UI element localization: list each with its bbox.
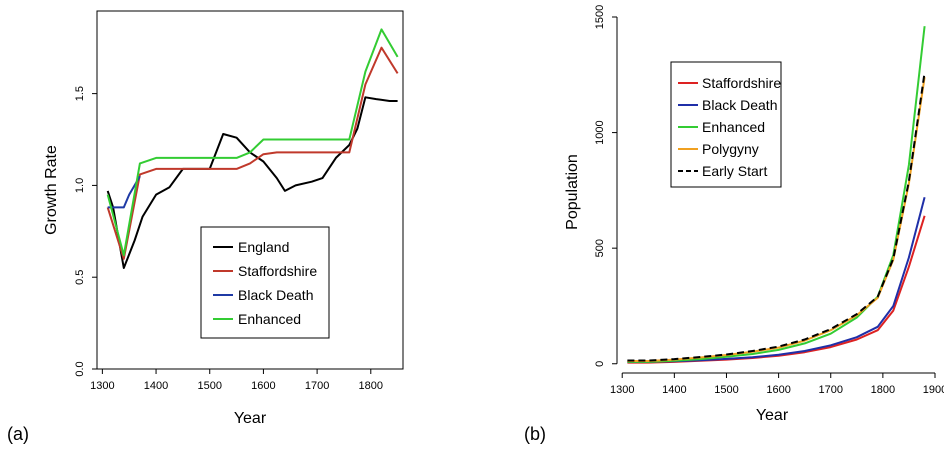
panel-a-legend-label-black-death: Black Death (238, 287, 313, 303)
panel-a-x-tick-label: 1700 (305, 380, 329, 392)
panel-b-series-line-early-start (627, 72, 926, 362)
panel-b-x-tick-label: 1700 (818, 384, 842, 396)
panel-a-legend-label-staffordshire: Staffordshire (238, 263, 317, 279)
panel-b-y-tick-label: 0 (594, 361, 606, 367)
panel-a-series-line-black-death (107, 175, 141, 209)
panel-b-x-axis-label: Year (756, 407, 789, 424)
panel-b-y-tick-label: 1500 (594, 5, 606, 29)
panel-b-y-tick-label: 500 (594, 239, 606, 257)
panel-a-x-tick-label: 1400 (144, 380, 168, 392)
panel-a-legend-label-enhanced: Enhanced (238, 311, 301, 327)
panel-a-x-axis-label: Year (234, 410, 267, 427)
panel-b-x-tick-label: 1600 (766, 384, 790, 396)
panel-a-y-tick-label: 1.5 (74, 86, 86, 101)
panel-a-series-group (106, 28, 399, 269)
panel-a-chart: 1300 1400 1500 1600 1700 1800 0.0 0.5 1.0 1.5 Yea… (7, 10, 404, 444)
panel-b-y-tick-label: 1000 (594, 120, 606, 144)
panel-b-x-tick-label: 1400 (662, 384, 686, 396)
panel-a-plot-frame (96, 10, 404, 370)
panel-b-legend-label-enhanced: Enhanced (702, 119, 765, 135)
panel-b-x-tick-label: 1500 (714, 384, 738, 396)
panel-a-y-tick-label: 0.5 (74, 270, 86, 285)
panel-a-series-line-enhanced (106, 28, 399, 257)
panel-a-label: (a) (7, 424, 29, 444)
panel-b-series-line-black-death (627, 197, 926, 363)
panel-a-y-axis-label: Growth Rate (43, 145, 60, 235)
panel-b-legend-label-early-start: Early Start (702, 163, 767, 179)
panel-b-legend-label-staffordshire: Staffordshire (702, 75, 781, 91)
panel-b-legend-label-polygyny: Polygyny (702, 141, 759, 157)
panel-a-y-tick-label: 0.0 (74, 361, 86, 376)
panel-b-label: (b) (524, 424, 546, 444)
panel-b-x-tick-label: 1300 (610, 384, 634, 396)
panel-b-legend-label-black-death: Black Death (702, 97, 777, 113)
panel-a-x-tick-label: 1300 (90, 380, 114, 392)
panel-b-y-axis-label: Population (564, 154, 581, 230)
panel-a-axes: 1300 1400 1500 1600 1700 1800 0.0 0.5 1.0 1.5 (74, 86, 383, 392)
panel-b-series-line-enhanced (627, 26, 926, 363)
panel-b-series-group (627, 26, 926, 364)
panel-a-x-tick-label: 1600 (251, 380, 275, 392)
panel-a-legend: England Staffordshire Black Death Enhanced (200, 226, 330, 339)
panel-b-legend: Staffordshire Black Death Enhanced Polygyny… (670, 61, 782, 188)
panel-a-legend-label-england: England (238, 239, 289, 255)
panel-a-x-tick-label: 1500 (197, 380, 221, 392)
panel-a-series-line-england (106, 96, 398, 269)
panel-b-x-tick-label: 1800 (871, 384, 895, 396)
panel-a-y-tick-label: 1.0 (74, 178, 86, 193)
panel-a-series-line-staffordshire (106, 46, 399, 260)
panel-a-x-tick-label: 1800 (359, 380, 383, 392)
